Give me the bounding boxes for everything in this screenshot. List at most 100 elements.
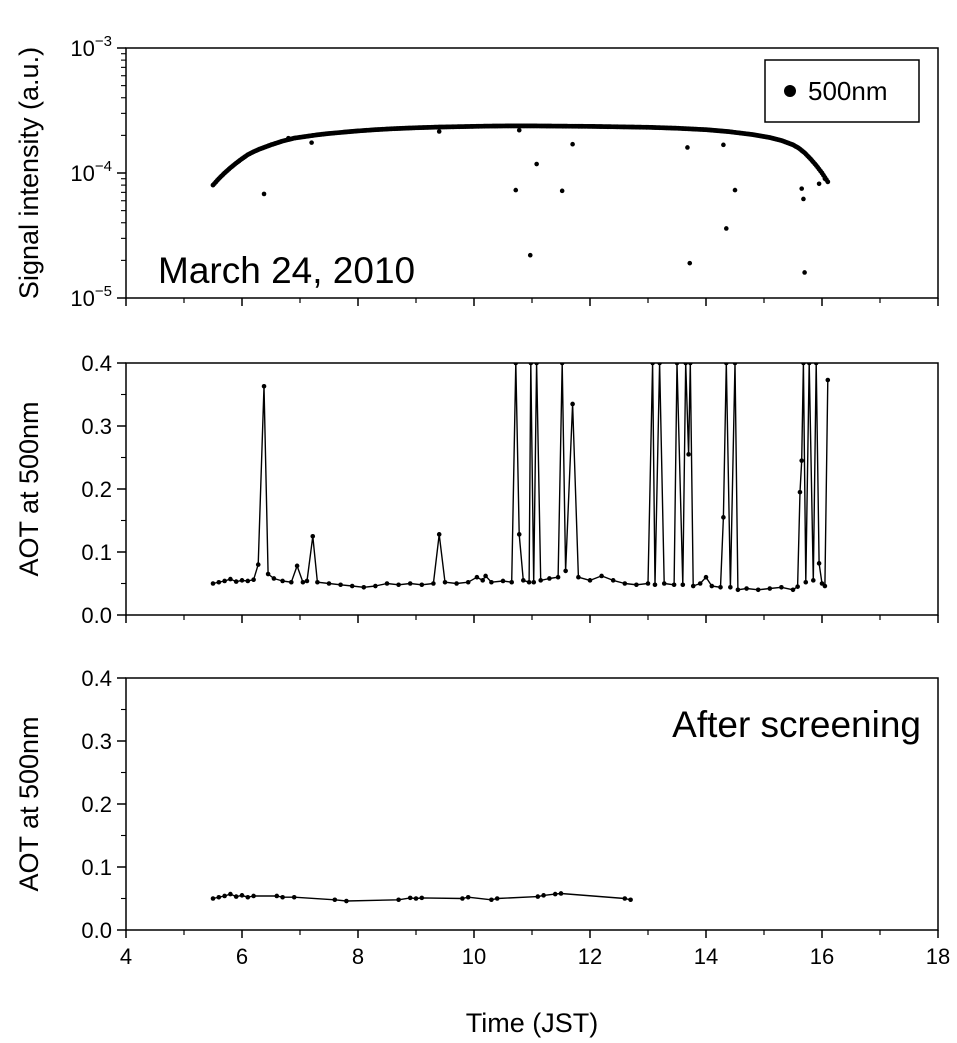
data-point — [384, 581, 390, 586]
data-point — [811, 578, 816, 583]
data-point-outlier — [309, 140, 314, 145]
data-point — [563, 568, 568, 574]
data-point — [271, 576, 277, 581]
data-point — [552, 891, 558, 897]
data-point — [657, 363, 662, 366]
data-point — [547, 576, 552, 581]
data-point — [767, 586, 773, 591]
data-point — [255, 562, 261, 567]
data-point — [683, 363, 688, 366]
data-point — [460, 896, 465, 901]
data-point — [407, 581, 413, 586]
data-point — [442, 579, 448, 585]
data-point — [233, 579, 239, 584]
data-point — [559, 363, 565, 366]
data-point — [661, 581, 667, 586]
data-point-outlier — [570, 141, 575, 147]
data-point — [265, 571, 271, 577]
data-point — [813, 363, 819, 366]
data-point — [222, 893, 227, 899]
data-point — [634, 582, 639, 588]
data-point — [825, 179, 831, 185]
y-tick-label: 0.4 — [81, 351, 112, 376]
data-point — [396, 582, 401, 588]
x-tick-label: 8 — [352, 944, 364, 969]
data-layer — [210, 363, 831, 593]
data-point — [801, 363, 806, 366]
data-point — [222, 578, 227, 584]
data-point — [489, 897, 494, 903]
data-point — [803, 579, 809, 585]
data-point — [538, 578, 543, 583]
data-point — [280, 578, 285, 584]
data-point — [652, 582, 658, 588]
data-point — [674, 363, 680, 366]
data-point-outlier — [822, 176, 828, 182]
data-point — [483, 573, 488, 579]
legend-marker — [784, 85, 796, 97]
y-tick-label: 10−4 — [70, 158, 112, 186]
data-point — [419, 582, 425, 588]
data-point — [239, 893, 245, 898]
data-point — [825, 377, 831, 383]
panel-aot-screened: 0.0 0.1 0.2 0.3 0.4 AOT at 500nm 4 6 8 10 12 14 16 18… — [14, 666, 950, 1038]
data-point — [373, 583, 378, 589]
data-point-outlier — [802, 270, 807, 275]
x-tick-label: 14 — [694, 944, 718, 969]
data-point-outlier — [801, 196, 806, 202]
x-tick-label: 4 — [120, 944, 132, 969]
data-point — [558, 891, 564, 896]
data-point — [622, 896, 628, 901]
data-point — [349, 583, 355, 589]
data-point — [599, 573, 604, 579]
y-tick-label: 10−5 — [70, 283, 112, 311]
data-point — [686, 452, 691, 457]
data-point — [570, 401, 575, 407]
x-tick-label: 12 — [578, 944, 602, 969]
panel-signal-intensity: 10−3 10−4 10−5 Signal intensity (a.u.) March… — [14, 33, 939, 311]
data-point — [494, 896, 500, 901]
data-point — [732, 363, 738, 366]
data-point — [671, 582, 677, 588]
data-point-outlier — [261, 191, 267, 197]
data-point — [576, 574, 581, 580]
data-point — [735, 587, 741, 593]
legend-label: 500nm — [808, 76, 888, 106]
data-point — [251, 577, 256, 583]
data-point-outlier — [436, 129, 442, 134]
y-tick-label: 0.0 — [81, 603, 112, 628]
data-point — [304, 578, 310, 584]
data-point — [332, 897, 338, 903]
data-layer — [210, 123, 831, 275]
data-point-outlier — [799, 186, 804, 191]
legend: 500nm — [764, 59, 920, 123]
data-point — [797, 489, 803, 495]
data-point — [338, 582, 343, 588]
data-point — [294, 563, 300, 569]
data-point — [233, 894, 239, 899]
data-point — [228, 576, 233, 582]
data-point — [690, 583, 696, 589]
data-point — [790, 587, 796, 593]
data-point — [534, 363, 539, 366]
panel-aot-raw: 0.0 0.1 0.2 0.3 0.4 AOT at 500nm — [14, 351, 939, 628]
y-tick-label: 0.2 — [81, 792, 112, 817]
data-point — [744, 586, 749, 591]
data-point — [291, 894, 297, 900]
data-point — [516, 532, 522, 537]
data-point — [799, 458, 804, 463]
data-point — [454, 581, 459, 586]
y-tick-label: 0.4 — [81, 666, 112, 691]
y-tick-label: 0.2 — [81, 477, 112, 502]
x-tick-label: 18 — [926, 944, 950, 969]
data-point — [239, 578, 245, 583]
data-point — [280, 894, 285, 900]
data-point-outlier — [559, 188, 565, 194]
data-point-outlier — [724, 226, 729, 231]
data-point — [535, 894, 541, 899]
data-point — [622, 581, 628, 586]
data-point — [513, 363, 519, 366]
data-point — [480, 578, 486, 583]
data-point — [721, 515, 726, 520]
x-tick-label: 16 — [810, 944, 834, 969]
